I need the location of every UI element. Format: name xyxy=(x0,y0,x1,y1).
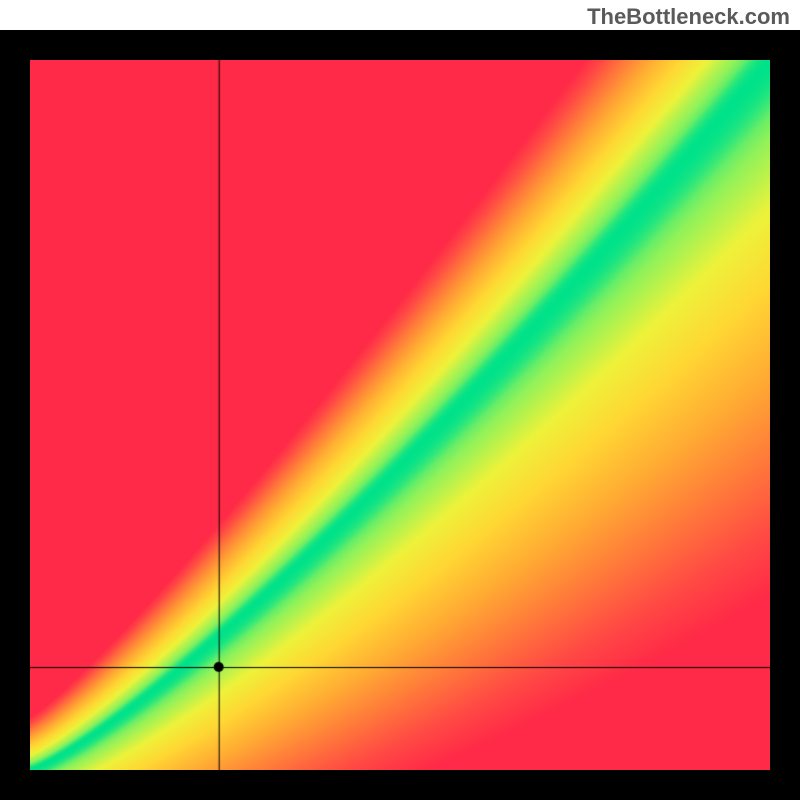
watermark-text: TheBottleneck.com xyxy=(587,4,790,30)
heatmap-canvas xyxy=(30,60,770,770)
chart-container: TheBottleneck.com xyxy=(0,0,800,800)
chart-frame xyxy=(0,30,800,800)
